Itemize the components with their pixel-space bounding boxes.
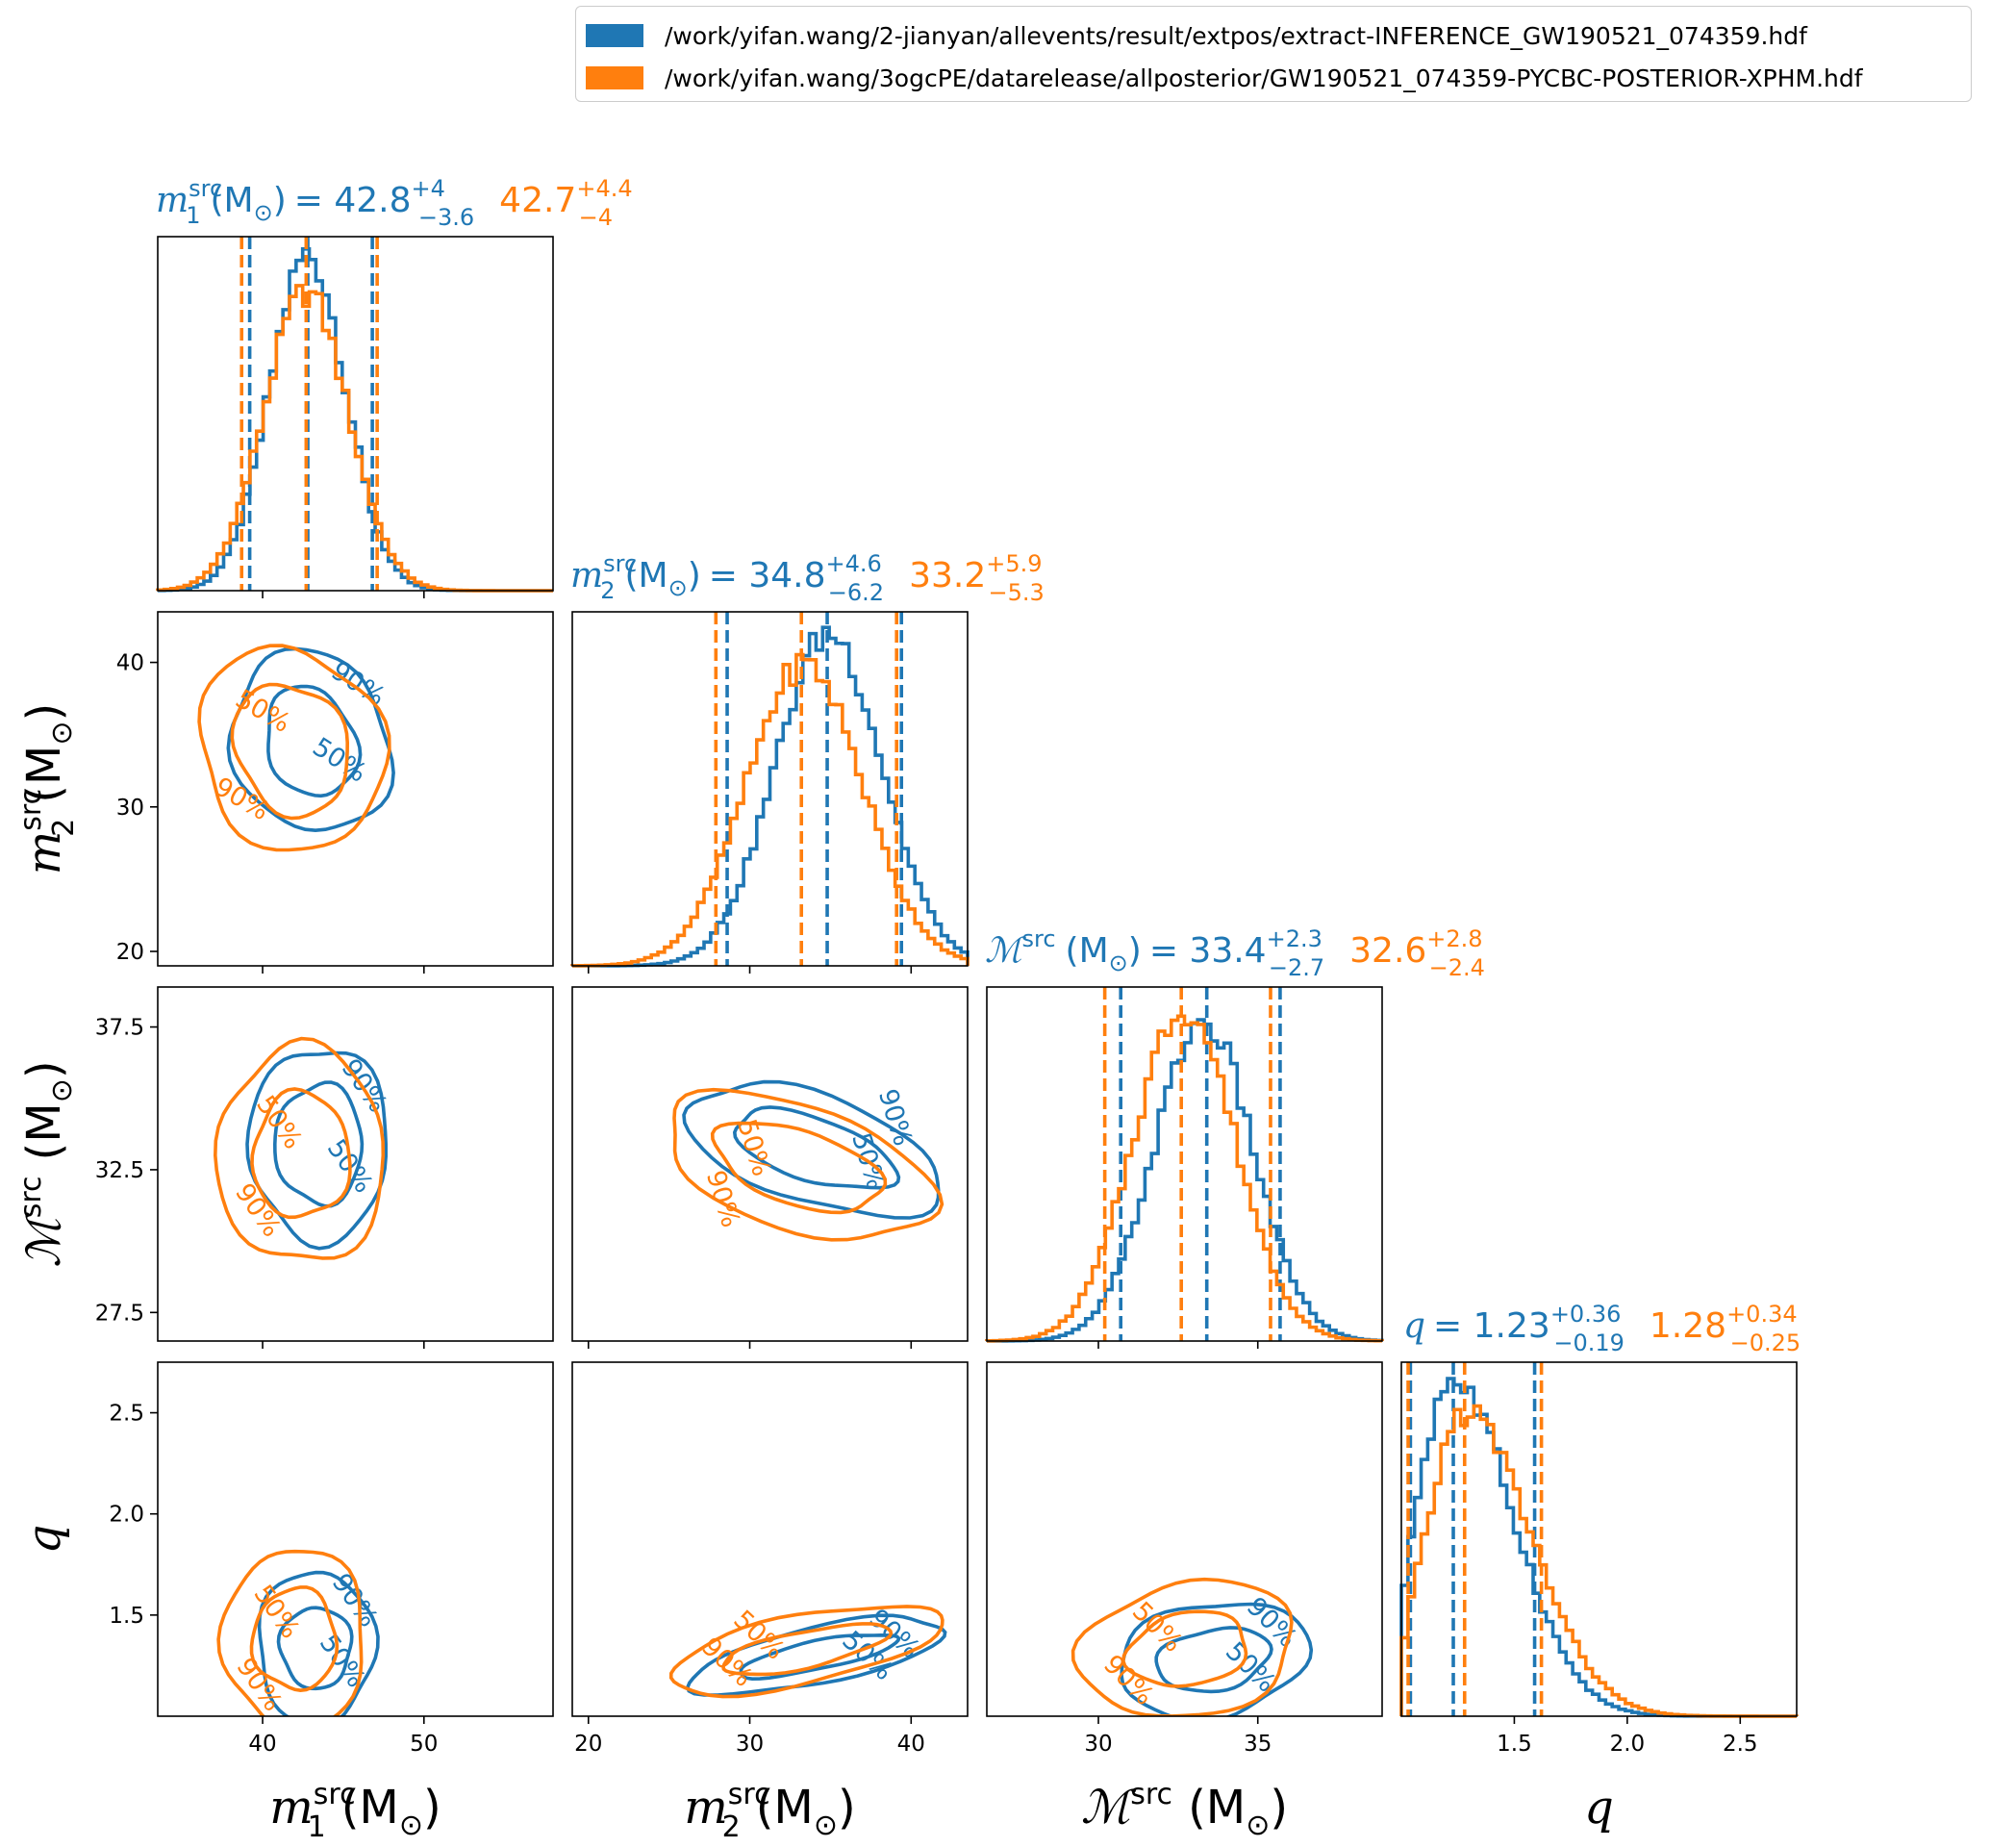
hist-m2_src: [570, 612, 970, 968]
contour-outer-blue: [686, 1613, 947, 1697]
contour-outer-orange: [1070, 1577, 1294, 1716]
contour-inner-orange: [230, 682, 350, 821]
x-tick-label: 40: [248, 1732, 276, 1757]
x-tick-label: 2.5: [1723, 1732, 1758, 1757]
axes-frame: [986, 1361, 1383, 1717]
axes-frame: [157, 986, 554, 1342]
contour-outer-orange: [216, 1549, 364, 1716]
contour-m1_src-vs-m2_src: 90%50%90%50%: [197, 644, 395, 852]
contour-outer-blue: [245, 1051, 388, 1251]
x-tick-label: 40: [897, 1732, 925, 1757]
contour-inner-blue: [272, 1080, 365, 1208]
y-tick-label: 37.5: [95, 1016, 144, 1041]
contour-label-orange: 90%: [230, 1653, 288, 1717]
contour-outer-blue: [257, 1570, 380, 1716]
contour-outer-orange: [668, 1605, 945, 1699]
hist-line-orange: [1399, 1404, 1797, 1718]
legend-swatch-blue: [586, 24, 643, 47]
hist-q: [1399, 1362, 1797, 1718]
hist-line-blue: [1399, 1377, 1797, 1718]
contour-m2_src-vs-q: 90%50%90%50%: [668, 1604, 947, 1699]
legend-label-blue: /work/yifan.wang/2-jianyan/allevents/res…: [665, 21, 1807, 50]
x-tick-label: 1.5: [1497, 1732, 1532, 1757]
contour-outer-blue: [226, 646, 395, 833]
y-axis-label-m2_src: msrc2(M⊙): [14, 703, 81, 874]
contour-label-orange: 50%: [1126, 1596, 1188, 1658]
hist-line-blue: [985, 1018, 1384, 1343]
contour-inner-blue: [1154, 1626, 1273, 1694]
hist-Mchirp_src: [985, 987, 1384, 1343]
contour-inner-blue: [266, 684, 363, 798]
y-tick-label: 2.0: [109, 1503, 144, 1528]
axes-frame: [157, 611, 554, 967]
contour-label-blue: 50%: [307, 732, 371, 789]
legend-swatch-orange: [586, 66, 643, 89]
hist-line-blue: [572, 625, 970, 968]
contour-outer-blue: [682, 1079, 941, 1220]
contour-m1_src-vs-q: 90%50%90%50%: [216, 1549, 383, 1717]
contour-outer-orange: [672, 1087, 945, 1242]
axes-frame: [1400, 1361, 1798, 1717]
y-tick-label: 40: [116, 651, 144, 676]
axes-frame: [571, 611, 969, 967]
legend-entry-blue: /work/yifan.wang/2-jianyan/allevents/res…: [586, 16, 1807, 55]
legend-label-orange: /work/yifan.wang/3ogcPE/datarelease/allp…: [665, 63, 1863, 92]
hist-line-blue: [156, 247, 553, 593]
x-axis-label-m2_src: msrc 2 (M⊙): [684, 1778, 855, 1844]
legend: /work/yifan.wang/2-jianyan/allevents/res…: [575, 6, 1972, 102]
contour-inner-orange: [250, 1087, 352, 1220]
axes-frame: [571, 1361, 969, 1717]
x-axis-label-m1_src: msrc 1 (M⊙): [269, 1778, 441, 1844]
contour-inner-blue: [276, 1606, 354, 1691]
y-tick-label: 30: [116, 796, 144, 821]
x-tick-label: 50: [410, 1732, 438, 1757]
contour-inner-orange: [721, 1622, 894, 1677]
title-q: q = 1.23+0.36 −0.19 1.28+0.34 −0.25: [1403, 1301, 1801, 1356]
contour-inner-blue: [732, 1105, 901, 1190]
contour-inner-orange: [710, 1121, 888, 1215]
x-tick-label: 2.0: [1610, 1732, 1646, 1757]
contour-label-blue: 90%: [872, 1085, 918, 1149]
y-tick-label: 20: [116, 940, 144, 965]
contour-m1_src-vs-Mchirp_src: 90%50%90%50%: [213, 1036, 392, 1260]
y-tick-label: 27.5: [95, 1301, 144, 1326]
y-tick-label: 32.5: [95, 1158, 144, 1183]
contour-label-orange: 50%: [250, 1090, 308, 1154]
axes-frame: [157, 236, 554, 592]
x-axis-label-q: q: [1584, 1781, 1614, 1835]
y-axis-label-q: q: [17, 1525, 71, 1555]
hist-line-orange: [985, 1014, 1384, 1343]
contour-inner-orange: [1121, 1609, 1248, 1688]
y-tick-label: 2.5: [109, 1402, 144, 1427]
x-tick-label: 30: [1084, 1732, 1112, 1757]
contour-Mchirp_src-vs-q: 90%50%90%50%: [1070, 1577, 1314, 1716]
title-Mchirp_src: ℳsrc (M⊙) = 33.4+2.3 −2.7 32.6+2.8 −2.4: [985, 925, 1485, 981]
contour-outer-blue: [1120, 1602, 1314, 1716]
axes-frame: [986, 986, 1383, 1342]
x-tick-label: 20: [574, 1732, 602, 1757]
axes-frame: [157, 1361, 554, 1717]
y-axis-label-Mchirp_src: ℳsrc(M⊙): [14, 1060, 79, 1267]
title-m1_src: msrc 1 (M⊙) = 42.8+4 −3.6 42.7+4.4 −4: [156, 175, 633, 231]
contour-outer-orange: [213, 1036, 386, 1260]
y-tick-label: 1.5: [109, 1604, 144, 1629]
contour-inner-orange: [249, 1585, 340, 1693]
contour-inner-blue: [739, 1633, 901, 1682]
axes-frame: [571, 986, 969, 1342]
hist-line-orange: [570, 652, 970, 968]
hist-m1_src: [156, 237, 553, 593]
contour-m2_src-vs-Mchirp_src: 90%50%90%50%: [672, 1079, 945, 1242]
x-tick-label: 35: [1244, 1732, 1272, 1757]
hist-line-orange: [156, 284, 553, 593]
contour-outer-orange: [197, 644, 391, 852]
legend-entry-orange: /work/yifan.wang/3ogcPE/datarelease/allp…: [586, 59, 1863, 97]
x-tick-label: 30: [736, 1732, 764, 1757]
x-axis-label-Mchirp_src: ℳsrc (M⊙): [1081, 1778, 1288, 1842]
contour-label-orange: 50%: [231, 684, 295, 739]
title-m2_src: msrc 2 (M⊙) = 34.8+4.6 −6.2 33.2+5.9 −5.3: [570, 550, 1045, 606]
